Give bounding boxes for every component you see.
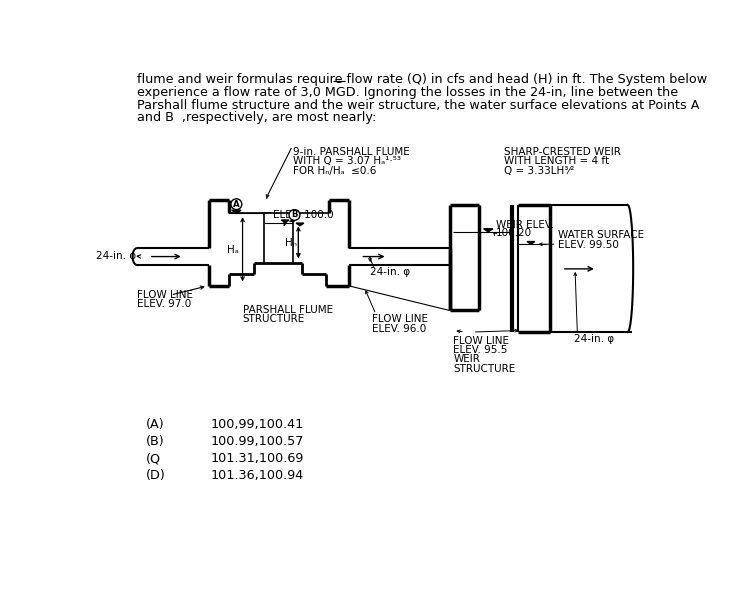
Text: (Q: (Q bbox=[146, 452, 161, 465]
Text: WEIR ELEV.: WEIR ELEV. bbox=[496, 219, 554, 230]
Text: ELEV. 99.50: ELEV. 99.50 bbox=[558, 240, 619, 249]
Text: experience a flow rate of 3,0 MGD. Ignoring the losses in the 24-in, line betwee: experience a flow rate of 3,0 MGD. Ignor… bbox=[137, 86, 679, 99]
Text: Parshall flume structure and the weir structure, the water surface elevations at: Parshall flume structure and the weir st… bbox=[137, 99, 699, 112]
Text: 101.31,100.69: 101.31,100.69 bbox=[211, 452, 304, 465]
Text: 100.20: 100.20 bbox=[496, 228, 532, 238]
Polygon shape bbox=[296, 223, 304, 226]
Text: 24-in. φ: 24-in. φ bbox=[371, 267, 411, 277]
Text: ELEV. 95.5: ELEV. 95.5 bbox=[453, 345, 507, 355]
Text: 100,99,100.41: 100,99,100.41 bbox=[211, 418, 304, 431]
Text: FLOW LINE: FLOW LINE bbox=[453, 336, 510, 346]
Text: (A): (A) bbox=[146, 418, 164, 431]
Polygon shape bbox=[281, 220, 289, 222]
Text: WATER SURFACE: WATER SURFACE bbox=[558, 230, 644, 240]
Text: STRUCTURE: STRUCTURE bbox=[453, 364, 516, 374]
Circle shape bbox=[289, 209, 300, 221]
Text: WEIR: WEIR bbox=[453, 355, 480, 364]
Text: 24-in. φ: 24-in. φ bbox=[95, 251, 135, 261]
Text: 9-in. PARSHALL FLUME: 9-in. PARSHALL FLUME bbox=[293, 147, 410, 157]
Text: FOR Hₙ/Hₐ  ≤0.6: FOR Hₙ/Hₐ ≤0.6 bbox=[293, 166, 376, 176]
Polygon shape bbox=[527, 242, 535, 244]
Text: ELEV. 96.0: ELEV. 96.0 bbox=[372, 324, 426, 334]
Text: 101.36,100.94: 101.36,100.94 bbox=[211, 469, 304, 482]
Polygon shape bbox=[484, 228, 493, 232]
Text: FLOW LINE: FLOW LINE bbox=[137, 289, 193, 300]
Text: B: B bbox=[291, 210, 298, 219]
Text: Hₙ: Hₙ bbox=[285, 237, 297, 248]
Text: STRUCTURE: STRUCTURE bbox=[243, 315, 305, 324]
Circle shape bbox=[231, 199, 242, 209]
Text: FLOW LINE: FLOW LINE bbox=[372, 315, 428, 324]
Text: PARSHALL FLUME: PARSHALL FLUME bbox=[243, 305, 333, 315]
Text: 100.99,100.57: 100.99,100.57 bbox=[211, 435, 304, 448]
Text: and B  ,respectively, are most nearly:: and B ,respectively, are most nearly: bbox=[137, 111, 376, 124]
Text: 24-in. φ: 24-in. φ bbox=[574, 334, 614, 344]
Text: ELEV. 97.0: ELEV. 97.0 bbox=[137, 299, 191, 309]
Text: WITH Q = 3.07 Hₐ¹·⁵³: WITH Q = 3.07 Hₐ¹·⁵³ bbox=[293, 157, 401, 166]
Text: A: A bbox=[233, 200, 240, 209]
Text: (D): (D) bbox=[146, 469, 165, 482]
Text: ELEV. 100.0: ELEV. 100.0 bbox=[273, 210, 333, 220]
Text: SHARP-CRESTED WEIR: SHARP-CRESTED WEIR bbox=[504, 147, 620, 157]
Text: (B): (B) bbox=[146, 435, 164, 448]
Text: Q = 3.33LH³⁄²: Q = 3.33LH³⁄² bbox=[504, 166, 574, 176]
Text: Hₐ: Hₐ bbox=[227, 245, 239, 255]
Text: flume and weir formulas require flow rate (Q) in cfs and head (H) in ft. The Sys: flume and weir formulas require flow rat… bbox=[137, 74, 708, 86]
Polygon shape bbox=[231, 210, 241, 213]
Text: WITH LENGTH = 4 ft: WITH LENGTH = 4 ft bbox=[504, 157, 609, 166]
